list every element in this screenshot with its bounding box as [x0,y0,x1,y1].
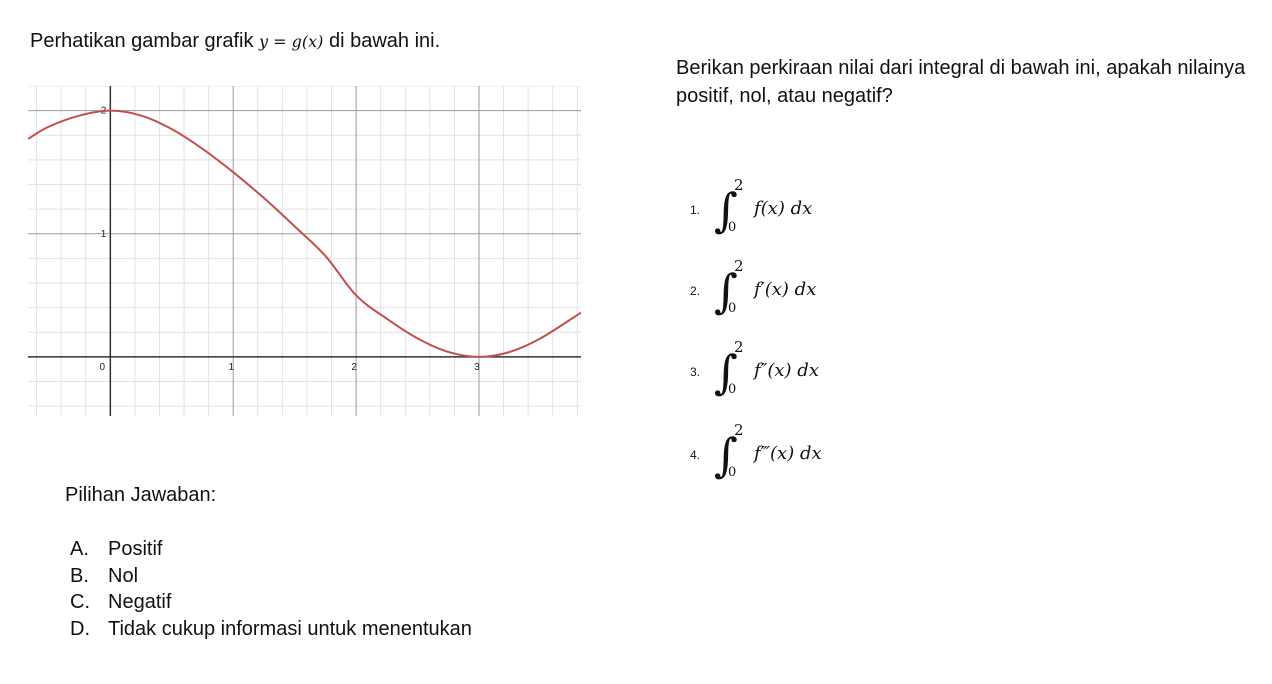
lower-limit: 0 [728,465,737,480]
upper-limit: 2 [734,257,744,275]
choice-letter: A. [70,538,89,560]
choice-a[interactable]: A. Positif [70,536,472,563]
item-number: 1. [690,203,701,217]
intro-prefix: Perhatikan gambar grafik [30,30,254,52]
integral-sign: ∫ [714,428,738,482]
integrand: f″(x) dx [754,360,819,381]
item-number: 4. [690,448,701,462]
tick-labels: 0 1 2 312 [100,106,481,373]
lower-limit: 0 [728,382,737,397]
choice-letter: D. [70,617,90,640]
x-tick-label: 1 [228,362,234,373]
upper-limit: 2 [734,338,744,356]
choice-b[interactable]: B. Nol [70,563,472,590]
item-number: 2. [690,284,701,298]
choice-d[interactable]: D. Tidak cukup informasi untuk menentukan [70,616,472,643]
intro-text: Perhatikan gambar grafik y = g(x) di baw… [30,30,440,53]
choice-c[interactable]: C. Negatif [70,589,472,616]
y-tick-label: 1 [101,229,107,240]
integral-sign: ∫ [714,183,738,237]
choices-list: A. Positif B. Nol C. Negatif D. Tidak cukup … [70,536,472,642]
lower-limit: 0 [728,220,737,235]
integrand: f‴(x) dx [754,443,822,464]
x-tick-label: 3 [474,362,480,373]
x-tick-label: 2 [351,362,357,373]
intro-math: y = g(x) [259,32,324,51]
question-text: Berikan perkiraan nilai dari integral di… [676,57,1246,107]
choice-text: Positif [108,538,163,560]
grid-minor [28,86,581,416]
integrand: f(x) dx [754,198,813,219]
item-number: 3. [690,365,701,379]
integral-sign: ∫ [714,264,738,318]
choice-text: Nol [108,564,139,587]
integrand: f′(x) dx [754,279,817,300]
series-curve [28,109,581,358]
upper-limit: 2 [734,176,744,194]
x-tick-label: 0 [100,362,106,373]
lower-limit: 0 [728,301,737,316]
choice-text: Tidak cukup informasi untuk menentukan [108,617,472,640]
function-graph: 0 1 2 312 [28,86,581,416]
intro-suffix: di bawah ini. [328,30,441,52]
integral-sign: ∫ [714,345,738,399]
choices-title: Pilihan Jawaban: [65,484,217,506]
choice-text: Negatif [108,591,172,613]
choice-letter: B. [70,564,89,587]
choice-letter: C. [70,591,90,613]
upper-limit: 2 [734,421,744,439]
